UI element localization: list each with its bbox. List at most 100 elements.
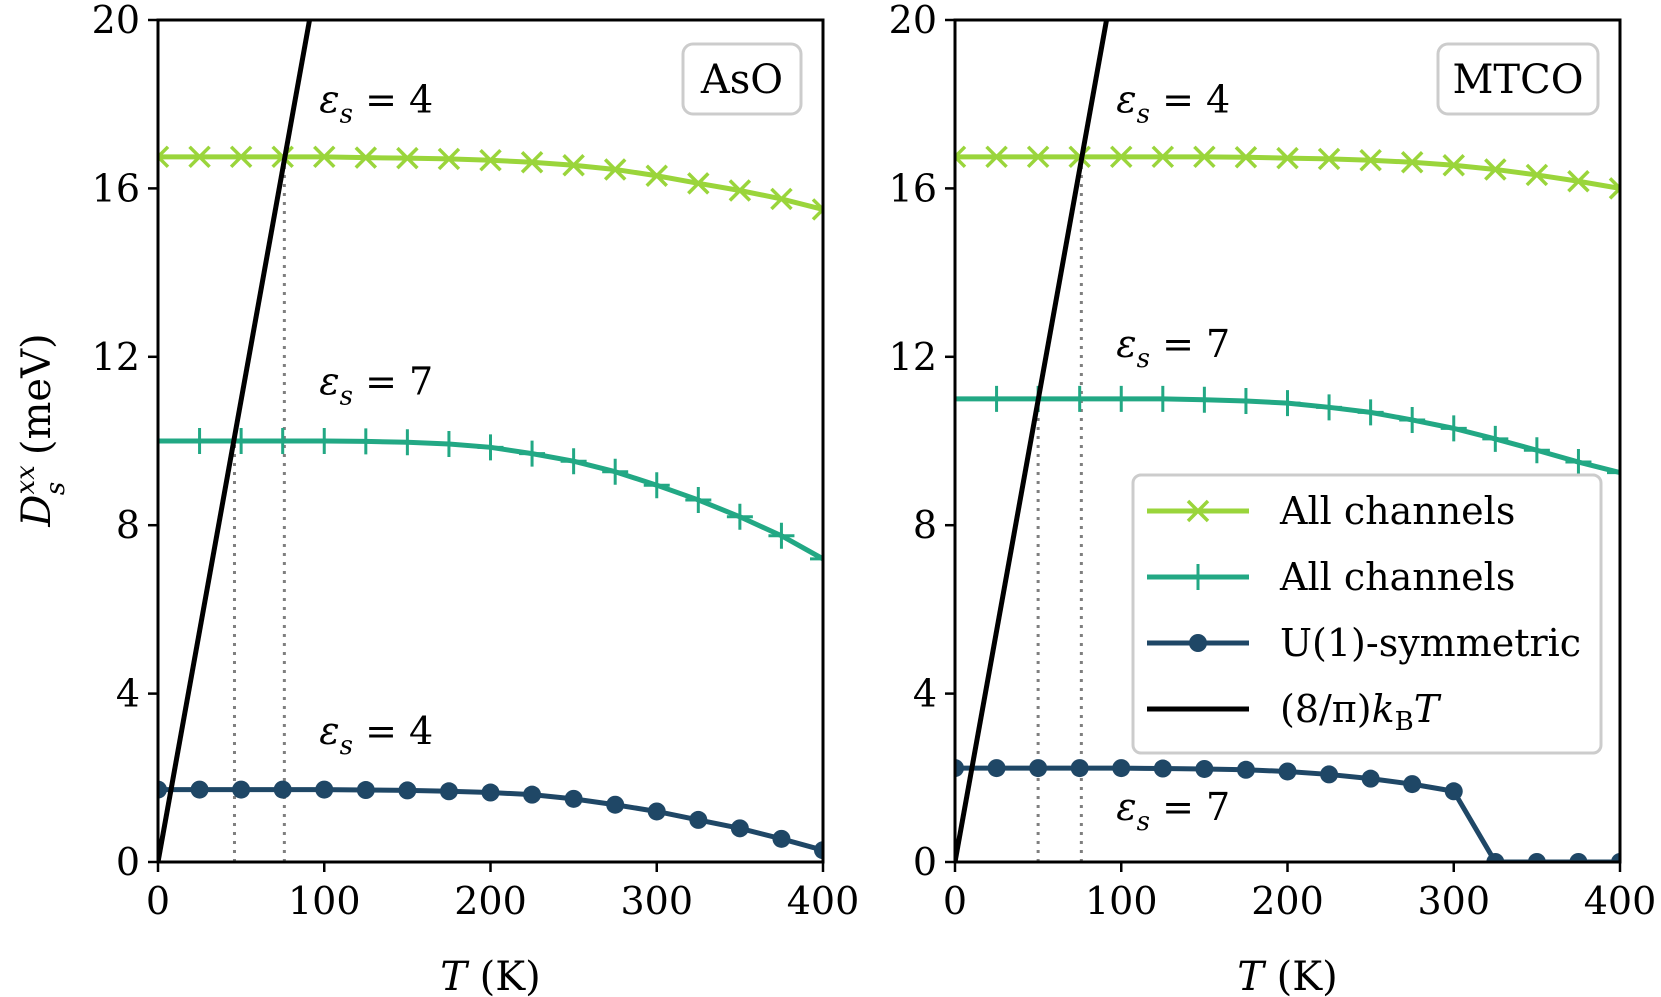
x-tick-label: 200	[454, 879, 527, 923]
series-line	[955, 765, 1620, 862]
data-point	[1482, 425, 1509, 452]
panel-label-box	[1436, 42, 1600, 116]
data-point	[1108, 385, 1135, 412]
y-axis-label-sub: s	[41, 482, 71, 495]
legend: All channels All channels U(1)-symmetric (8…	[1131, 473, 1603, 755]
data-point	[523, 785, 542, 804]
data-point	[1149, 385, 1176, 412]
data-point	[1399, 406, 1426, 433]
legend-label-t: T	[1414, 687, 1442, 731]
series-line	[955, 154, 1620, 191]
kbt-line-path	[158, 20, 313, 862]
data-point	[1112, 759, 1131, 778]
annotation-value: = 4	[353, 78, 433, 122]
legend-item: U(1)-symmetric	[1147, 621, 1581, 665]
legend-item: All channels	[1147, 555, 1515, 599]
annotation-value: = 7	[353, 360, 433, 404]
y-tick-label: 16	[889, 166, 937, 210]
kbt-line-path	[955, 20, 1110, 862]
data-point	[1611, 853, 1620, 862]
data-point	[560, 448, 587, 475]
data-point	[273, 780, 292, 799]
legend-label-k: k	[1372, 687, 1395, 731]
legend-item: (8/π)kBT	[1147, 687, 1442, 737]
data-point	[1278, 762, 1297, 781]
legend-label-sub: B	[1395, 707, 1414, 737]
epsilon-annotation: εs = 7	[1116, 322, 1230, 374]
data-point	[987, 759, 1006, 778]
data-point	[606, 795, 625, 814]
legend-label-prefix: (8/π)	[1280, 687, 1372, 731]
y-tick-label: 12	[889, 335, 937, 379]
data-point	[1026, 145, 1050, 169]
data-point	[1151, 145, 1175, 169]
data-point	[1070, 759, 1089, 778]
data-point	[1029, 759, 1048, 778]
data-point	[730, 819, 749, 838]
data-point	[1316, 394, 1343, 421]
data-point	[520, 151, 544, 174]
epsilon-annotation: εs = 4	[319, 709, 433, 761]
data-point	[352, 428, 379, 455]
y-tick-label: 16	[92, 166, 140, 210]
data-point	[158, 780, 167, 799]
data-point	[1525, 163, 1549, 187]
data-point	[1195, 759, 1214, 778]
y-axis-label: Dxxs (meV)	[11, 333, 71, 527]
legend-label: (8/π)kBT	[1280, 687, 1442, 737]
y-tick-label: 20	[92, 0, 140, 42]
data-point	[985, 145, 1008, 169]
y-tick-label: 12	[92, 335, 140, 379]
data-point	[955, 145, 967, 169]
data-point	[437, 147, 461, 171]
x-tick-label: 0	[943, 879, 967, 923]
y-tick-label: 20	[889, 0, 937, 42]
annotation-value: = 7	[1150, 785, 1230, 829]
data-point	[645, 164, 668, 188]
data-point	[564, 789, 583, 808]
data-point	[602, 458, 629, 485]
plot-area	[955, 20, 1620, 862]
data-point	[647, 802, 666, 821]
data-point	[955, 385, 968, 412]
data-point	[810, 545, 823, 572]
data-point	[229, 145, 253, 169]
data-point	[1403, 775, 1422, 794]
y-tick-label: 0	[116, 840, 140, 884]
data-point	[477, 434, 504, 461]
series-line	[158, 154, 823, 212]
annotation-value: = 4	[1150, 78, 1230, 122]
x-tick-label: 400	[1584, 879, 1657, 923]
data-point	[728, 179, 752, 202]
y-tick-label: 8	[116, 503, 140, 547]
data-point	[1523, 437, 1550, 464]
series-all-channels-plus	[158, 428, 823, 572]
data-point	[1444, 782, 1463, 801]
data-point	[1357, 399, 1384, 426]
legend-label: All channels	[1279, 555, 1515, 599]
panel-label-box	[681, 42, 803, 116]
legend-label: U(1)-symmetric	[1280, 621, 1581, 665]
data-point	[1232, 388, 1259, 415]
data-point	[643, 472, 670, 499]
data-point	[1234, 146, 1258, 169]
x-axis-label-var: T	[1237, 954, 1267, 997]
panel-label: AsO	[700, 57, 783, 103]
data-point	[1527, 853, 1546, 862]
x-tick-label: 200	[1251, 879, 1324, 923]
data-point	[1153, 759, 1172, 778]
data-point	[315, 780, 334, 799]
data-point	[1440, 415, 1467, 442]
annotation-symbol: ε	[319, 360, 339, 404]
data-point	[1193, 145, 1216, 169]
data-point	[186, 428, 213, 454]
data-point	[519, 440, 546, 467]
data-point	[356, 781, 375, 800]
x-tick-label: 0	[146, 879, 170, 923]
data-point	[1191, 386, 1218, 413]
y-axis-label-unit: (meV)	[14, 333, 60, 467]
annotation-value: = 7	[1150, 322, 1230, 366]
data-point	[689, 810, 708, 829]
data-point	[158, 145, 170, 169]
data-point	[1274, 390, 1301, 417]
